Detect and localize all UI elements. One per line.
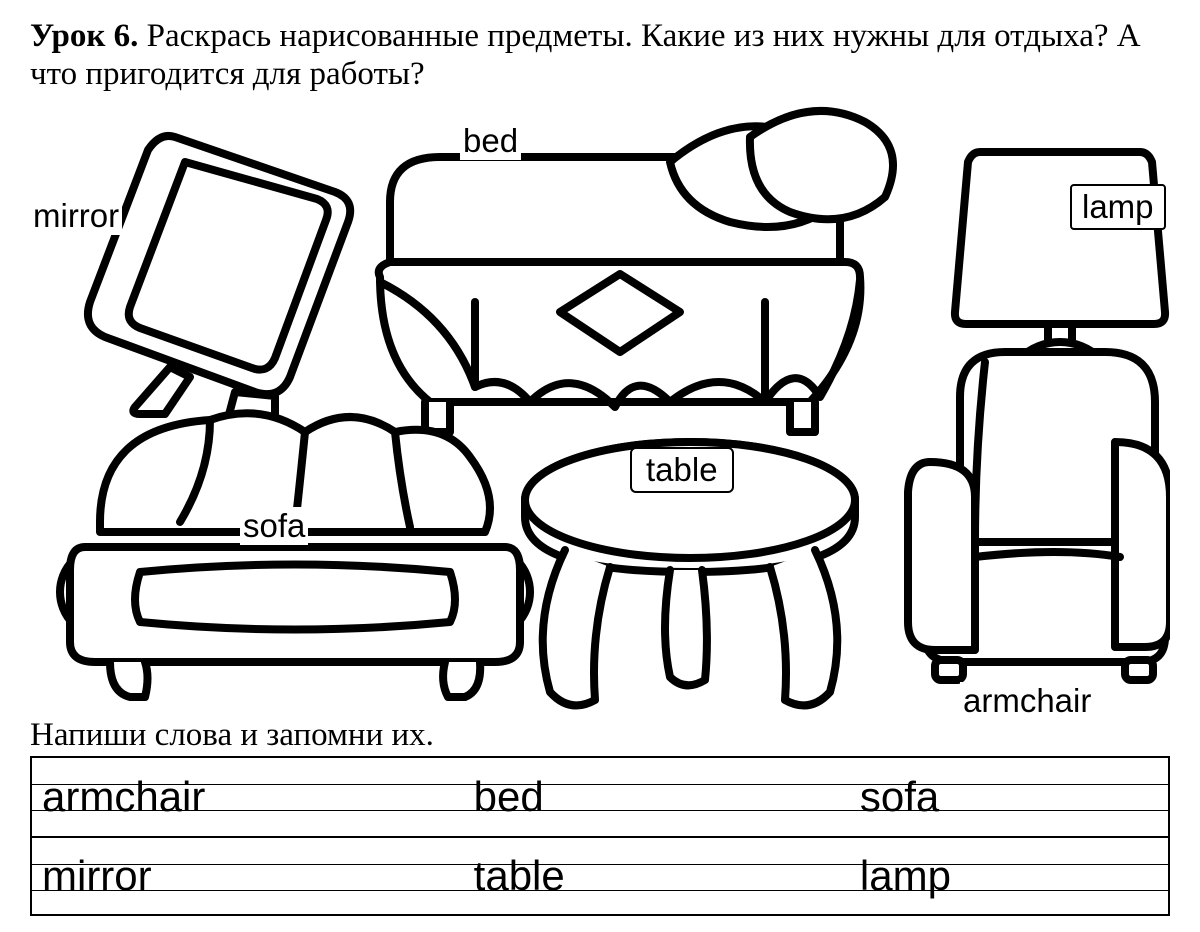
- bed-drawing: [379, 111, 893, 432]
- armchair-drawing: [908, 352, 1170, 680]
- writing-grid: armchair bed sofa mirror table lamp: [30, 756, 1170, 916]
- writing-word: mirror: [32, 855, 474, 897]
- writing-word: table: [474, 855, 860, 897]
- writing-row-2: mirror table lamp: [32, 836, 1168, 914]
- table-label: table: [630, 447, 734, 493]
- lesson-heading: Урок 6. Раскрась нарисованные предметы. …: [30, 18, 1170, 94]
- lesson-text: Раскрась нарисованные предметы. Какие из…: [30, 18, 1141, 92]
- mirror-label: mirror: [30, 197, 122, 235]
- lamp-label: lamp: [1070, 184, 1166, 230]
- writing-word: bed: [474, 776, 860, 818]
- furniture-svg: [30, 102, 1170, 717]
- writing-word: sofa: [860, 776, 1178, 818]
- furniture-illustration: mirror bed lamp sofa table armchair: [30, 102, 1170, 717]
- sofa-label: sofa: [240, 507, 308, 545]
- armchair-label: armchair: [960, 682, 1094, 720]
- bed-label: bed: [460, 122, 521, 160]
- writing-word: lamp: [860, 855, 1178, 897]
- mirror-drawing: [88, 136, 350, 430]
- writing-row-1: armchair bed sofa: [32, 758, 1168, 836]
- write-instruction: Напиши слова и запомни их.: [30, 717, 1170, 754]
- lesson-number: Урок 6.: [30, 18, 138, 54]
- writing-word: armchair: [32, 776, 474, 818]
- sofa-drawing: [60, 413, 530, 697]
